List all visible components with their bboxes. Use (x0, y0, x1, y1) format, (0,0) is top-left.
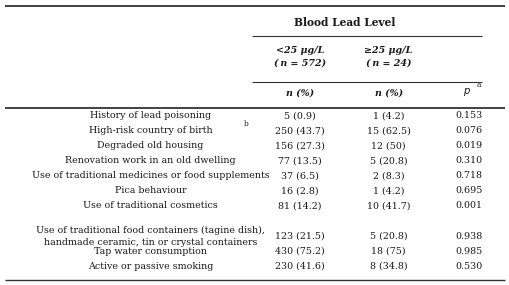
Text: Degraded old housing: Degraded old housing (97, 141, 203, 150)
Text: 156 (27.3): 156 (27.3) (274, 141, 324, 150)
Text: 5 (0.9): 5 (0.9) (284, 111, 315, 121)
Text: 0.310: 0.310 (455, 156, 482, 165)
Text: Use of traditional cosmetics: Use of traditional cosmetics (83, 201, 217, 210)
Text: 2 (8.3): 2 (8.3) (372, 171, 404, 180)
Text: 15 (62.5): 15 (62.5) (366, 127, 410, 135)
Text: Active or passive smoking: Active or passive smoking (88, 262, 213, 271)
Text: Use of traditional medicines or food supplements: Use of traditional medicines or food sup… (32, 171, 269, 180)
Text: 430 (75.2): 430 (75.2) (274, 247, 324, 256)
Text: 5 (20.8): 5 (20.8) (369, 156, 407, 165)
Text: 0.938: 0.938 (455, 232, 482, 241)
Text: Use of traditional food containers (tagine dish),
handmade ceramic, tin or cryst: Use of traditional food containers (tagi… (36, 226, 264, 247)
Text: Renovation work in an old dwelling: Renovation work in an old dwelling (65, 156, 235, 165)
Text: Blood Lead Level: Blood Lead Level (293, 17, 394, 28)
Text: 5 (20.8): 5 (20.8) (369, 232, 407, 241)
Text: 0.530: 0.530 (455, 262, 482, 271)
Text: b: b (243, 120, 247, 128)
Text: 0.695: 0.695 (455, 186, 482, 195)
Text: 1 (4.2): 1 (4.2) (372, 111, 404, 121)
Text: ​n​ (%): ​n​ (%) (285, 89, 314, 98)
Text: Tap water consumption: Tap water consumption (94, 247, 207, 256)
Text: ≥25 μg/L
( ​n​ = 24): ≥25 μg/L ( ​n​ = 24) (364, 46, 412, 68)
Text: ​n​ (%): ​n​ (%) (374, 89, 402, 98)
Text: 123 (21.5): 123 (21.5) (274, 232, 324, 241)
Text: 8 (34.8): 8 (34.8) (369, 262, 407, 271)
Text: 1 (4.2): 1 (4.2) (372, 186, 404, 195)
Text: 250 (43.7): 250 (43.7) (274, 127, 324, 135)
Text: Pica behaviour: Pica behaviour (115, 186, 186, 195)
Text: 230 (41.6): 230 (41.6) (274, 262, 324, 271)
Text: 37 (6.5): 37 (6.5) (280, 171, 318, 180)
Text: 10 (41.7): 10 (41.7) (366, 201, 410, 210)
Text: <25 μg/L
( ​n​ = 572): <25 μg/L ( ​n​ = 572) (273, 46, 325, 68)
Text: 0.718: 0.718 (455, 171, 482, 180)
Text: 16 (2.8): 16 (2.8) (280, 186, 318, 195)
Text: 0.001: 0.001 (455, 201, 482, 210)
Text: 0.985: 0.985 (455, 247, 482, 256)
Text: 18 (75): 18 (75) (371, 247, 405, 256)
Text: a: a (475, 81, 479, 89)
Text: 12 (50): 12 (50) (371, 141, 405, 150)
Text: 77 (13.5): 77 (13.5) (277, 156, 321, 165)
Text: $p$: $p$ (462, 86, 470, 98)
Text: High-risk country of birth: High-risk country of birth (89, 127, 212, 135)
Text: 0.019: 0.019 (455, 141, 482, 150)
Text: 0.076: 0.076 (455, 127, 482, 135)
Text: 0.153: 0.153 (455, 111, 482, 121)
Text: History of lead poisoning: History of lead poisoning (90, 111, 211, 121)
Text: 81 (14.2): 81 (14.2) (277, 201, 321, 210)
